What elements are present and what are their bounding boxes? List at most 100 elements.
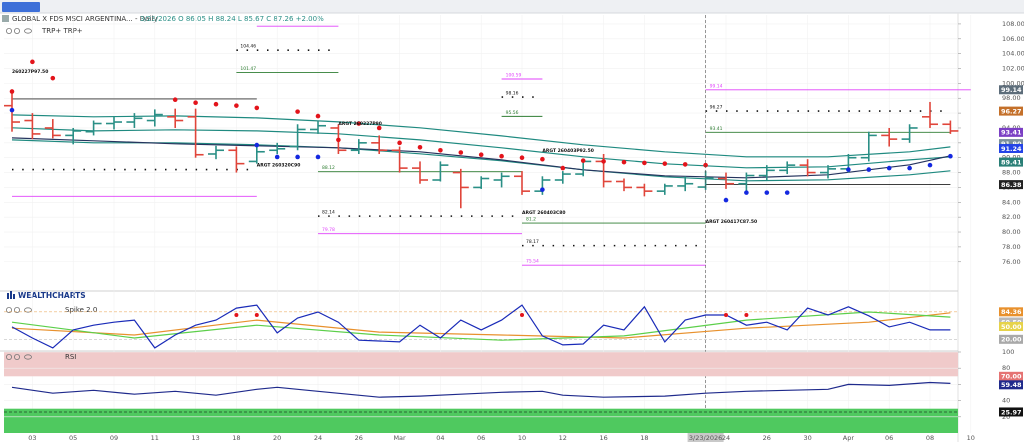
level-label: 75.54 [526,259,539,265]
logo-bar [7,293,9,299]
y-tick-label: 106.00 [1002,35,1024,43]
y-tick-label: 80 [1002,364,1010,372]
price-tag-label: 93.41 [1001,129,1022,137]
price-tag-label: 50.00 [1001,323,1022,331]
annotation: ARGT 260227P90 [338,121,382,127]
annotation: ARGT 260403C80 [522,210,566,216]
symbol-icon [2,15,9,22]
price-tag [999,85,1023,95]
signal-dot [30,59,35,65]
x-tick-label: 12 [559,434,567,442]
signal-dot [50,75,56,81]
signal-dot [234,103,239,108]
visibility-icon[interactable] [24,307,32,313]
x-tick-label: 24 [722,434,730,442]
signal-dot [417,144,423,150]
y-tick-label: 108.00 [1002,20,1024,28]
y-tick-label: 100.00 [1002,79,1024,87]
x-tick-label: Mar [393,434,406,442]
annotation: 260227P97.50 [12,69,48,75]
signal-dot [295,109,300,114]
visibility-icon[interactable] [24,28,32,34]
price-tag-label: 91.90 [1001,140,1022,148]
level-label: 104.46 [240,44,256,50]
price-tag-label: 84.36 [1001,308,1022,316]
x-tick-label: 26 [763,434,771,442]
x-tick-label: 06 [885,434,893,442]
signal-dot [9,89,15,94]
close-icon[interactable] [13,306,20,313]
signal-dot [315,113,321,119]
y-tick-label: 100 [1002,348,1014,356]
logo-bar [13,294,15,299]
price-tag [999,180,1023,190]
active-tab[interactable] [2,2,40,12]
signal-dot [438,147,443,153]
indicator-line [11,312,951,339]
x-tick-label: 13 [191,434,199,442]
x-tick-label: 04 [436,434,444,442]
signal-dot [274,154,280,160]
indicator-line [11,381,951,398]
x-tick-label: 26 [355,434,363,442]
close-icon[interactable] [13,27,20,34]
y-tick-label: 102.00 [1002,65,1024,73]
level-label: 100.59 [506,72,522,78]
annotation: ARGT 260417C87.50 [706,219,758,225]
signal-dot [886,165,892,171]
signal-dot [784,190,790,195]
price-tag [999,322,1023,331]
price-tag [999,139,1023,149]
settings-icon[interactable] [6,27,12,34]
price-tag-label: 70.00 [1001,373,1022,381]
signal-dot [478,152,484,158]
signal-dot [846,167,851,172]
y-tick-label: 76.00 [1002,258,1021,266]
settings-icon[interactable] [6,306,12,313]
crosshair-label-bg [687,433,724,442]
signal-dot [866,167,872,172]
price-tag-label: 20.00 [1001,336,1022,344]
signal-dot [336,137,341,143]
signal-dot [601,159,606,164]
signal-dot [744,312,749,317]
signal-dot [540,187,545,192]
signal-dot [580,158,586,163]
signal-dot [213,101,219,107]
tab-strip [0,0,1024,13]
x-tick-label: 08 [926,434,934,442]
signal-dot [642,160,647,166]
signal-dot [519,155,525,161]
level-label: 79.78 [322,227,335,233]
x-tick-label: 11 [151,434,159,442]
indicator-line [11,139,951,182]
x-tick-label: 24 [314,434,322,442]
annotation: ARGT 260403P92.50 [542,148,594,154]
x-tick-label: 30 [803,434,811,442]
y-tick-label: 40 [1002,397,1010,405]
signal-dot [499,153,504,159]
y-tick-label: 80.00 [1002,228,1021,236]
price-tag-label: 86.38 [1001,181,1022,189]
signal-dot [193,100,198,106]
price-tag [999,127,1023,137]
signal-dot [560,165,566,171]
level-label: 81.2 [526,217,536,223]
level-label: 78.17 [526,239,539,245]
panel-title: Spike 2.0 [65,306,97,314]
y-tick-label: 20 [1002,413,1010,421]
x-tick-label: 09 [110,434,118,442]
signal-dot [9,107,15,113]
signal-dot [927,162,933,168]
x-tick-label: 10 [967,434,975,442]
y-tick-label: 98.00 [1002,94,1021,102]
signal-dot [254,142,260,148]
panel-title: RSI [65,353,76,361]
y-tick-label: 84.00 [1002,198,1021,206]
signal-dot [254,312,259,317]
signal-dot [682,162,688,167]
price-tag [999,143,1023,153]
signal-dot [172,97,178,103]
